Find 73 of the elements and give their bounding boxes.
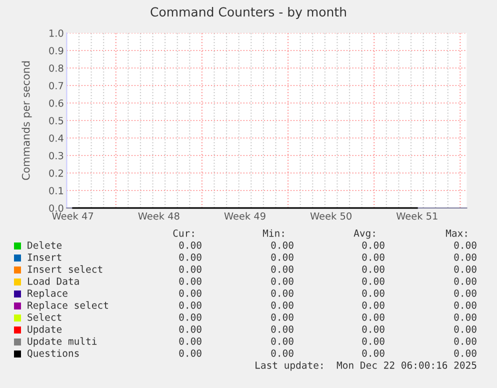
text: 0.00 <box>179 277 202 285</box>
text: 0.00 <box>271 277 294 285</box>
text: 0.00 <box>362 337 384 345</box>
text: 0.00 <box>362 301 384 309</box>
text: 0.00 <box>271 289 294 297</box>
text: 0.00 <box>454 289 476 297</box>
text: 0.00 <box>179 289 202 297</box>
y-tick-label: 0.4 <box>49 134 64 142</box>
y-tick-label: 0.3 <box>49 152 64 160</box>
y-tick-label: 0.8 <box>49 64 64 72</box>
text: 0.00 <box>454 241 476 249</box>
legend-label: Select <box>28 313 62 321</box>
text: 0.00 <box>179 253 202 261</box>
text: 0.00 <box>454 337 476 345</box>
text: 0.00 <box>362 241 384 249</box>
legend-label: Replace select <box>28 301 108 311</box>
y-axis-title: Commands per second <box>22 61 32 180</box>
text: 0.00 <box>362 349 384 357</box>
legend-label: Questions <box>28 349 79 358</box>
text: 0.00 <box>454 265 476 273</box>
text: 0.00 <box>179 265 202 273</box>
text: 0.00 <box>271 337 294 345</box>
x-tick-label: Week 49 <box>224 212 266 220</box>
text: 0.00 <box>362 253 384 261</box>
y-tick-label: 0.9 <box>49 46 64 54</box>
text: 0.00 <box>179 325 202 333</box>
y-tick-label: 0.1 <box>49 186 64 194</box>
text: 0.00 <box>179 337 202 345</box>
legend-label: Insert <box>28 254 62 261</box>
y-tick-label: 0.5 <box>49 116 64 124</box>
text: 0.00 <box>179 301 202 309</box>
legend-label: Delete <box>28 241 62 249</box>
x-tick-label: Week 47 <box>52 212 94 220</box>
text: 0.00 <box>454 277 476 285</box>
y-tick-label: 0.7 <box>49 82 64 90</box>
text: 0.00 <box>179 241 202 249</box>
text: 0.00 <box>271 253 294 261</box>
text: 0.00 <box>362 277 384 285</box>
text: 0.00 <box>454 301 476 309</box>
text: 0.00 <box>271 265 294 273</box>
text: Avg: <box>354 230 375 239</box>
text: 0.00 <box>454 253 476 261</box>
text: 0.00 <box>362 289 384 297</box>
text: 0.00 <box>271 313 294 321</box>
text: 0.00 <box>179 349 202 357</box>
text: 0.00 <box>362 313 384 321</box>
x-tick-label: Week 51 <box>396 212 438 220</box>
text: 0.00 <box>362 325 384 333</box>
text: 0.00 <box>454 349 476 357</box>
text: Max: <box>446 230 467 237</box>
text: Last update: Mon Dec 22 06:00:16 2025 <box>256 361 476 371</box>
legend-label: Load Data <box>28 277 79 285</box>
text: 0.00 <box>271 349 294 357</box>
text: 0.00 <box>179 313 202 321</box>
text: Cur: <box>173 229 194 237</box>
y-tick-label: 0.6 <box>49 99 64 107</box>
legend-label: Update <box>28 325 62 335</box>
legend-label: Replace <box>28 289 68 299</box>
text: 0.00 <box>271 301 294 309</box>
y-tick-label: 0.0 <box>49 204 64 212</box>
legend-label: Insert select <box>28 265 102 273</box>
x-tick-label: Week 50 <box>310 212 352 220</box>
text: Min: <box>262 229 284 237</box>
chart-title: Command Counters - by month <box>150 6 346 20</box>
text: 0.00 <box>454 313 476 321</box>
y-tick-label: 0.2 <box>49 169 63 177</box>
legend-label: Update multi <box>28 337 97 347</box>
text: 0.00 <box>271 241 294 249</box>
y-tick-label: 1.0 <box>50 29 64 37</box>
text: 0.00 <box>454 325 476 333</box>
x-tick-label: Week 48 <box>138 212 180 220</box>
text: 0.00 <box>271 325 294 333</box>
text: 0.00 <box>362 265 384 273</box>
